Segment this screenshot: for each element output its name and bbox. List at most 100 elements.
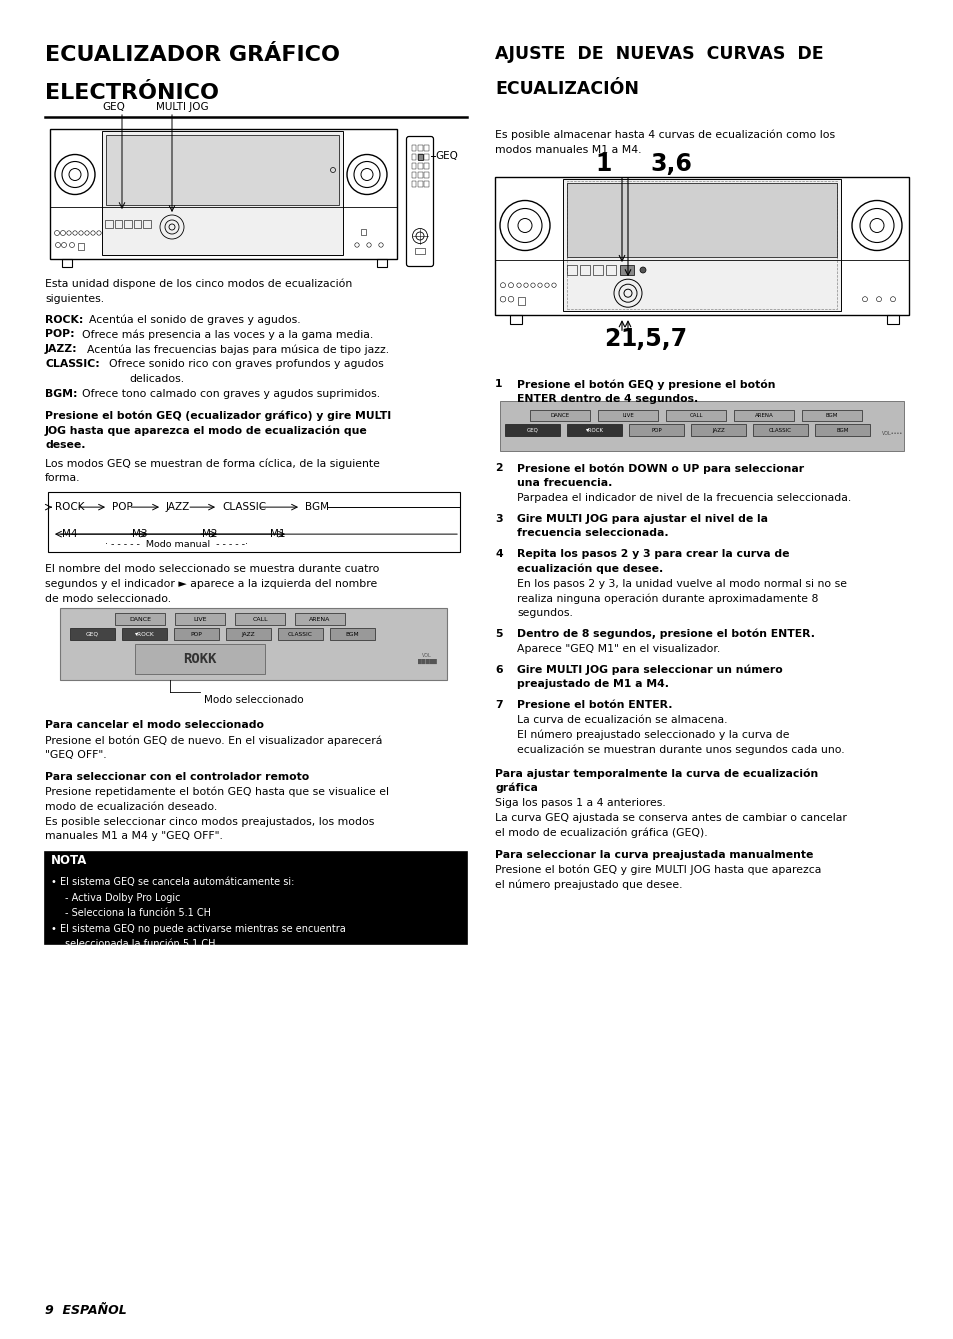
- Text: M3: M3: [132, 529, 148, 540]
- Text: POP:: POP:: [45, 329, 74, 339]
- Bar: [60, 608, 447, 680]
- Text: La curva de ecualización se almacena.: La curva de ecualización se almacena.: [517, 715, 727, 724]
- Text: ▾ROCK: ▾ROCK: [134, 632, 154, 637]
- Text: Es posible almacenar hasta 4 curvas de ecualización como los: Es posible almacenar hasta 4 curvas de e…: [495, 130, 834, 141]
- Bar: [115, 613, 165, 625]
- Text: ROCK:: ROCK:: [45, 315, 83, 324]
- Text: ARENA: ARENA: [754, 414, 773, 418]
- Text: 3: 3: [495, 514, 502, 524]
- Text: Esta unidad dispone de los cinco modos de ecualización: Esta unidad dispone de los cinco modos d…: [45, 279, 352, 289]
- Text: POP: POP: [191, 632, 202, 637]
- Bar: [50, 129, 396, 258]
- Bar: [530, 410, 589, 422]
- Bar: [423, 163, 428, 169]
- Bar: [566, 265, 577, 274]
- Bar: [78, 242, 84, 250]
- Bar: [566, 181, 836, 309]
- Text: manuales M1 a M4 y "GEQ OFF".: manuales M1 a M4 y "GEQ OFF".: [45, 832, 223, 841]
- Text: una frecuencia.: una frecuencia.: [517, 478, 612, 487]
- Bar: [517, 297, 524, 305]
- Bar: [579, 265, 589, 274]
- Bar: [411, 163, 416, 169]
- Bar: [598, 410, 658, 422]
- Bar: [135, 644, 265, 675]
- Text: POP: POP: [651, 428, 661, 432]
- Bar: [814, 424, 869, 437]
- Text: gráfica: gráfica: [495, 783, 537, 794]
- Bar: [122, 628, 167, 640]
- Text: El nombre del modo seleccionado se muestra durante cuatro: El nombre del modo seleccionado se muest…: [45, 564, 379, 574]
- Text: En los pasos 2 y 3, la unidad vuelve al modo normal si no se: En los pasos 2 y 3, la unidad vuelve al …: [517, 578, 846, 589]
- Text: MULTI JOG: MULTI JOG: [155, 102, 208, 112]
- Text: 1: 1: [595, 153, 611, 177]
- Text: POP: POP: [112, 502, 132, 511]
- Text: Presione repetidamente el botón GEQ hasta que se visualice el: Presione repetidamente el botón GEQ hast…: [45, 787, 389, 798]
- Text: CALL: CALL: [252, 617, 268, 621]
- Text: GEQ: GEQ: [526, 428, 537, 432]
- Text: segundos y el indicador ► aparece a la izquierda del nombre: segundos y el indicador ► aparece a la i…: [45, 578, 376, 589]
- Text: Dentro de 8 segundos, presione el botón ENTER.: Dentro de 8 segundos, presione el botón …: [517, 629, 814, 640]
- Text: CALL: CALL: [688, 414, 702, 418]
- Text: Parpadea el indicador de nivel de la frecuencia seleccionada.: Parpadea el indicador de nivel de la fre…: [517, 493, 850, 503]
- Text: BGM: BGM: [305, 502, 329, 511]
- Bar: [62, 258, 71, 266]
- Bar: [690, 424, 745, 437]
- Text: realiza ninguna operación durante aproximadamente 8: realiza ninguna operación durante aproxi…: [517, 593, 818, 604]
- Text: ENTER dentro de 4 segundos.: ENTER dentro de 4 segundos.: [517, 394, 698, 404]
- Bar: [234, 613, 285, 625]
- Bar: [593, 265, 602, 274]
- Bar: [411, 181, 416, 187]
- Text: Repita los pasos 2 y 3 para crear la curva de: Repita los pasos 2 y 3 para crear la cur…: [517, 549, 789, 560]
- Text: Presione el botón ENTER.: Presione el botón ENTER.: [517, 700, 672, 710]
- Text: ECUALIZADOR GRÁFICO: ECUALIZADOR GRÁFICO: [45, 46, 339, 66]
- Text: BGM: BGM: [345, 632, 359, 637]
- Bar: [173, 628, 219, 640]
- Bar: [411, 171, 416, 178]
- Bar: [106, 135, 338, 205]
- Bar: [562, 179, 841, 311]
- Bar: [45, 852, 467, 944]
- Text: Presione el botón GEQ de nuevo. En el visualizador aparecerá: Presione el botón GEQ de nuevo. En el vi…: [45, 735, 382, 746]
- Bar: [495, 177, 908, 315]
- Text: Para seleccionar la curva preajustada manualmente: Para seleccionar la curva preajustada ma…: [495, 849, 813, 860]
- Bar: [619, 265, 634, 274]
- Text: 3,6: 3,6: [649, 153, 691, 177]
- Text: - Selecciona la función 5.1 CH: - Selecciona la función 5.1 CH: [65, 908, 211, 919]
- Bar: [423, 181, 428, 187]
- Bar: [628, 424, 683, 437]
- Text: M4: M4: [62, 529, 77, 540]
- Bar: [566, 183, 836, 257]
- Text: M2: M2: [202, 529, 217, 540]
- Text: CLASSIC: CLASSIC: [768, 428, 791, 432]
- Text: Aparece "GEQ M1" en el visualizador.: Aparece "GEQ M1" en el visualizador.: [517, 644, 720, 653]
- Circle shape: [639, 266, 645, 273]
- Bar: [423, 171, 428, 178]
- Bar: [417, 154, 422, 159]
- Bar: [102, 131, 343, 254]
- Bar: [504, 424, 559, 437]
- Text: Presione el botón GEQ y gire MULTI JOG hasta que aparezca: Presione el botón GEQ y gire MULTI JOG h…: [495, 864, 821, 874]
- Bar: [143, 220, 151, 228]
- Bar: [133, 220, 141, 228]
- Bar: [417, 171, 422, 178]
- Bar: [665, 410, 725, 422]
- Bar: [294, 613, 345, 625]
- Text: BGM: BGM: [836, 428, 848, 432]
- Text: ELECTRÓNICO: ELECTRÓNICO: [45, 83, 219, 103]
- Text: ecualización que desee.: ecualización que desee.: [517, 564, 662, 574]
- Bar: [417, 181, 422, 187]
- Text: - Activa Dolby Pro Logic: - Activa Dolby Pro Logic: [65, 893, 180, 904]
- Text: ▾ROCK: ▾ROCK: [585, 428, 603, 432]
- Text: Presione el botón GEQ (ecualizador gráfico) y gire MULTI: Presione el botón GEQ (ecualizador gráfi…: [45, 411, 391, 422]
- Text: delicados.: delicados.: [129, 374, 184, 384]
- Text: VOL••••: VOL••••: [882, 431, 902, 437]
- Text: Siga los pasos 1 a 4 anteriores.: Siga los pasos 1 a 4 anteriores.: [495, 798, 665, 807]
- Bar: [174, 613, 225, 625]
- Text: GEQ: GEQ: [103, 102, 125, 112]
- Text: Acentúa las frecuencias bajas para música de tipo jazz.: Acentúa las frecuencias bajas para músic…: [87, 344, 389, 355]
- Text: modo de ecualización deseado.: modo de ecualización deseado.: [45, 802, 217, 811]
- Text: · - - - - -  Modo manual  - - - - -·: · - - - - - Modo manual - - - - -·: [105, 540, 248, 549]
- Text: 2: 2: [495, 463, 502, 473]
- Bar: [124, 220, 132, 228]
- Text: LIVE: LIVE: [193, 617, 207, 621]
